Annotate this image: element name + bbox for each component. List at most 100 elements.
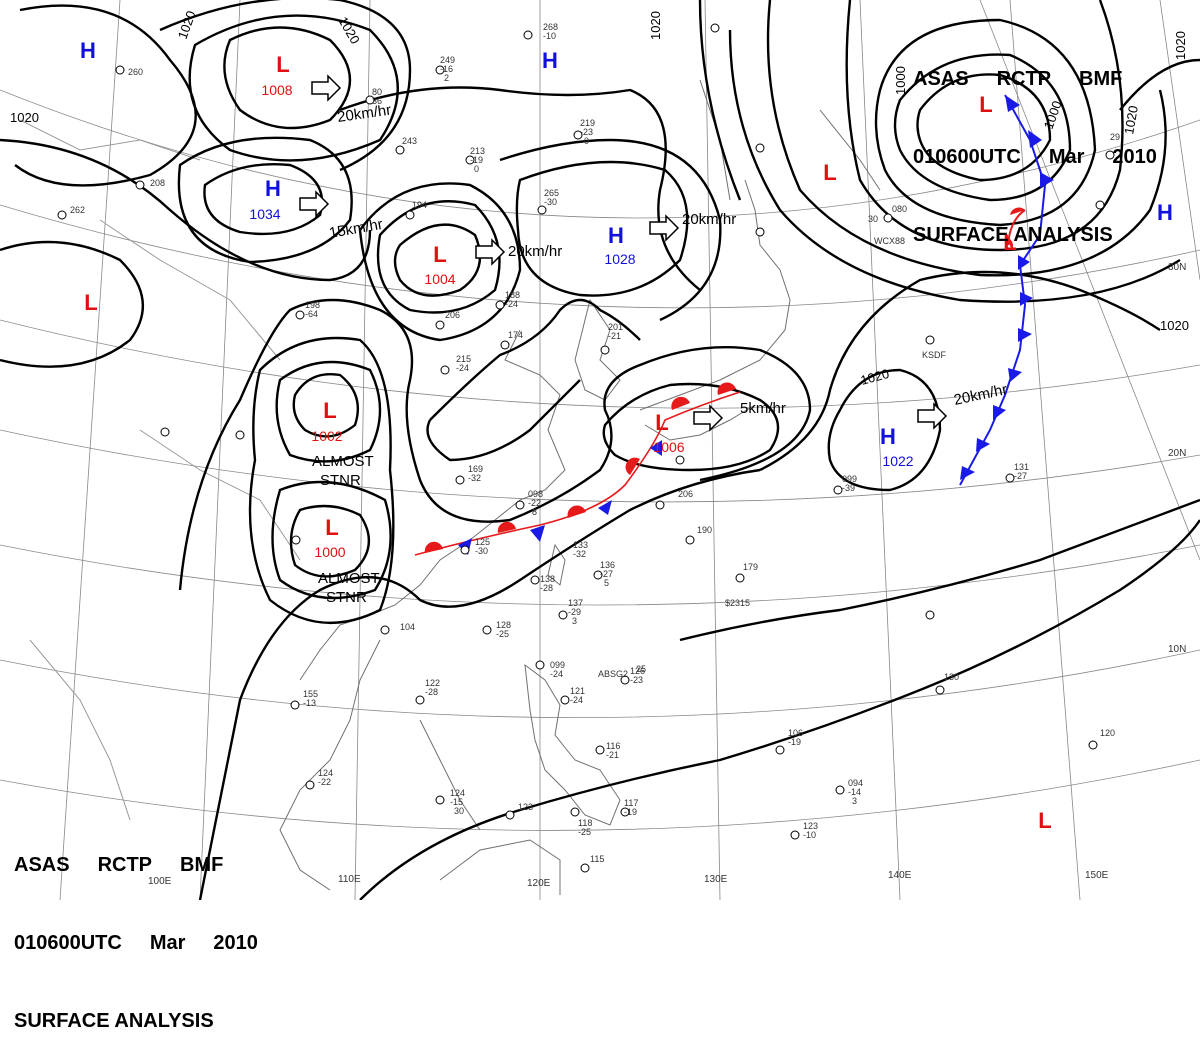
station-value: 25 [636, 664, 646, 674]
high-marker: H [608, 223, 624, 248]
low-marker: L [1003, 230, 1016, 255]
longitude-label: 100E [148, 876, 172, 887]
title-agency: ASAS [14, 854, 70, 876]
isobar-label: 1020 [648, 11, 663, 40]
station-value: 179 [743, 562, 758, 572]
station-value: 80 [372, 87, 382, 97]
station-value: -19 [788, 737, 801, 747]
station-value: 123 [803, 821, 818, 831]
station-value: 268 [543, 22, 558, 32]
station-circle [160, 427, 170, 437]
station-value: -19 [470, 155, 483, 165]
cold-front-pip [1028, 130, 1042, 148]
high-marker: H [880, 424, 896, 449]
station-value: -22 [528, 498, 541, 508]
station-value: -28 [540, 583, 553, 593]
low-marker: L [325, 515, 338, 540]
station-value: 174 [508, 330, 523, 340]
station-circle [775, 745, 785, 755]
station-value: 122 [425, 678, 440, 688]
cold-front-pip [1018, 255, 1030, 270]
warm-front-bump [424, 541, 443, 553]
longitude-label: 140E [888, 870, 912, 881]
station-value: 136 [600, 560, 615, 570]
station-value: -22 [318, 777, 331, 787]
station-circle [515, 500, 525, 510]
isobars [0, 0, 1200, 900]
station-value: -25 [578, 827, 591, 837]
station-ids: ABSG2 WCX88 KSDF $2315 [598, 236, 947, 679]
station-circle [685, 535, 695, 545]
warm-front-bump [497, 521, 516, 533]
station-circle [755, 227, 765, 237]
station-value: 169 [468, 464, 483, 474]
station-circle [735, 573, 745, 583]
station-circle [710, 23, 720, 33]
station-value: 130 [944, 672, 959, 682]
station-circle [935, 685, 945, 695]
station-value: 190 [697, 525, 712, 535]
station-value: 8 [532, 507, 537, 517]
station-value: 0 [584, 136, 589, 146]
station-value: 198 [305, 300, 320, 310]
station-value: -32 [468, 473, 481, 483]
station-value: 104 [400, 622, 415, 632]
station-circle [593, 570, 603, 580]
pressure-centers: H L 1008 H H 1034 L 1004 H 1028 L L 1002… [80, 38, 1173, 833]
high-marker: H [1157, 200, 1173, 225]
cold-front-pip [976, 438, 990, 452]
station-value: -32 [573, 549, 586, 559]
station-value: 194 [412, 200, 427, 210]
title-line-2: 010600UTC Mar 2010 [913, 144, 1157, 170]
motion-arrow [475, 238, 506, 266]
station-circle [595, 745, 605, 755]
low-marker: L [276, 52, 289, 77]
isobar-label: 1000 [893, 66, 908, 95]
warm-front-bump [1006, 237, 1014, 250]
title-line-1: ASAS RCTP BMF [913, 66, 1157, 92]
station-circle [535, 660, 545, 670]
station-circle [395, 145, 405, 155]
station-value: 123 [518, 802, 533, 812]
station-value: 128 [496, 620, 511, 630]
station-circle [580, 863, 590, 873]
station-circle [115, 65, 125, 75]
low-value: 1002 [311, 428, 342, 444]
motion-arrow [917, 402, 948, 430]
title-year: 2010 [213, 932, 258, 954]
station-value: -14 [848, 787, 861, 797]
longitude-label: 110E [338, 874, 361, 885]
title-block-bottom-left: ASAS RCTP BMF 010600UTC Mar 2010 SURFACE… [14, 800, 258, 1060]
station-circle [505, 810, 515, 820]
station-value: 188 [505, 290, 520, 300]
high-value: 1034 [249, 206, 280, 222]
high-value: 1028 [604, 251, 635, 267]
station-value: -10 [543, 31, 556, 41]
warm-front-bump [671, 396, 690, 410]
station-value: 094 [848, 778, 863, 788]
almost-label: ALMOST [318, 570, 380, 587]
station-circle [235, 430, 245, 440]
title-center: RCTP [996, 68, 1052, 90]
coastlines [19, 79, 881, 895]
isobar-label: 1020 [1121, 104, 1141, 135]
almost-label: ALMOST [312, 453, 374, 470]
station-id: WCX88 [874, 236, 905, 246]
motion-arrow [693, 404, 724, 432]
latitude-label: 30N [1168, 262, 1186, 273]
title-code: BMF [180, 854, 224, 876]
station-value: 138 [540, 574, 555, 584]
station-value: 215 [456, 354, 471, 364]
longitude-label: 130E [704, 874, 728, 885]
cold-front-pip [1018, 328, 1032, 342]
station-value: -29 [568, 607, 581, 617]
station-id: ABSG2 [598, 669, 628, 679]
latitude-label: 10N [1168, 644, 1186, 655]
station-value: 206 [678, 489, 693, 499]
station-value: 118 [578, 818, 592, 828]
station-value: 0 [474, 164, 479, 174]
station-value: 080 [892, 204, 907, 214]
low-value: 1004 [424, 271, 455, 287]
motion-label: 5km/hr [740, 400, 786, 417]
station-value: 243 [402, 136, 417, 146]
